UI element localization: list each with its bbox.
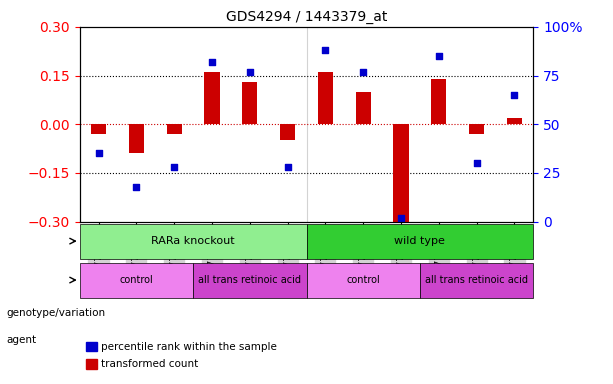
Text: wild type: wild type bbox=[395, 236, 445, 246]
FancyBboxPatch shape bbox=[80, 223, 306, 259]
Point bbox=[245, 69, 255, 75]
Bar bbox=[280, 124, 295, 141]
Text: genotype/variation: genotype/variation bbox=[6, 308, 105, 318]
Text: control: control bbox=[346, 275, 380, 285]
Point bbox=[94, 151, 104, 157]
Bar bbox=[167, 124, 181, 134]
Bar bbox=[507, 118, 522, 124]
Bar bbox=[469, 124, 484, 134]
FancyBboxPatch shape bbox=[420, 263, 533, 298]
Point bbox=[472, 160, 482, 166]
Point bbox=[396, 215, 406, 221]
Text: all trans retinoic acid: all trans retinoic acid bbox=[198, 275, 302, 285]
Bar bbox=[129, 124, 144, 154]
Bar bbox=[242, 82, 257, 124]
Point bbox=[358, 69, 368, 75]
Point bbox=[169, 164, 179, 170]
FancyBboxPatch shape bbox=[193, 263, 306, 298]
Point bbox=[321, 47, 330, 53]
FancyBboxPatch shape bbox=[306, 223, 533, 259]
Bar bbox=[91, 124, 106, 134]
Point bbox=[509, 92, 519, 98]
Bar bbox=[356, 92, 371, 124]
Point bbox=[207, 59, 217, 65]
FancyBboxPatch shape bbox=[80, 263, 193, 298]
Bar bbox=[432, 79, 446, 124]
Bar bbox=[205, 72, 219, 124]
Text: transformed count: transformed count bbox=[101, 359, 199, 369]
Text: RARa knockout: RARa knockout bbox=[151, 236, 235, 246]
FancyBboxPatch shape bbox=[306, 263, 420, 298]
Title: GDS4294 / 1443379_at: GDS4294 / 1443379_at bbox=[226, 10, 387, 25]
Point bbox=[283, 164, 292, 170]
Text: agent: agent bbox=[6, 335, 36, 345]
Point bbox=[434, 53, 444, 59]
Point bbox=[131, 184, 141, 190]
Bar bbox=[318, 72, 333, 124]
Bar bbox=[394, 124, 408, 222]
Text: all trans retinoic acid: all trans retinoic acid bbox=[425, 275, 528, 285]
Text: percentile rank within the sample: percentile rank within the sample bbox=[101, 342, 277, 352]
Text: control: control bbox=[120, 275, 153, 285]
